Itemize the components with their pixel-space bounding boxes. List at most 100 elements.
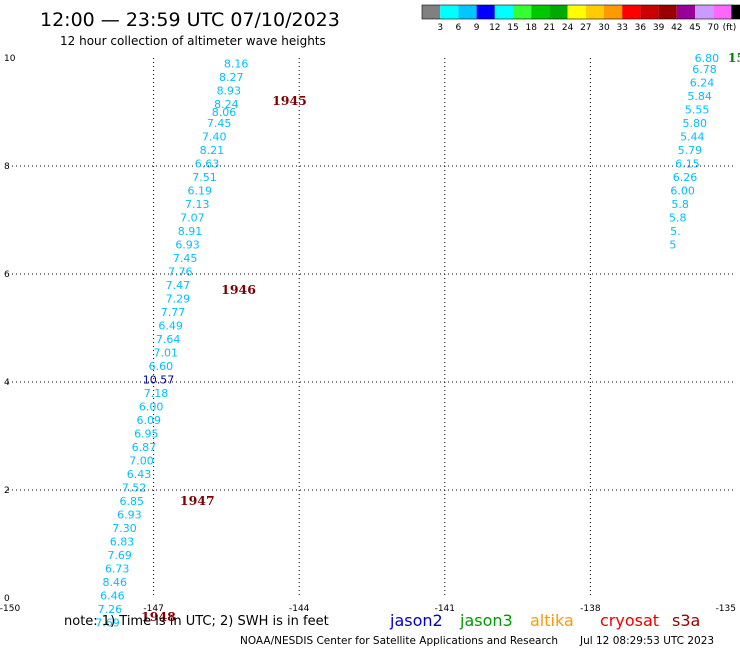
wave-height-label: 7.69 xyxy=(107,549,132,562)
y-tick-label: 8 xyxy=(4,162,10,172)
wave-height-label: 7.47 xyxy=(166,279,191,292)
scale-label: 70 xyxy=(707,23,719,33)
wave-height-label: 5.44 xyxy=(680,130,705,143)
footer-note: note: 1) Time is in UTC; 2) SWH is in fe… xyxy=(64,614,329,629)
chart-title: 12:00 — 23:59 UTC 07/10/2023 xyxy=(40,9,340,31)
wave-height-label: 6.49 xyxy=(158,319,183,332)
wave-height-label: 7.18 xyxy=(144,387,169,400)
footer-timestamp: Jul 12 08:29:53 UTC 2023 xyxy=(579,635,714,647)
scale-bin-15 xyxy=(695,5,714,19)
wave-height-label: 8.24 xyxy=(214,98,239,111)
wave-height-label: 6.73 xyxy=(105,562,130,575)
x-tick-label: -138 xyxy=(580,604,601,614)
x-tick-label: -144 xyxy=(289,604,310,614)
scale-bin-2 xyxy=(458,5,477,19)
scale-bin-4 xyxy=(494,5,513,19)
wave-height-label: 7.52 xyxy=(122,481,147,494)
scale-label: 6 xyxy=(456,23,462,33)
scale-label: 21 xyxy=(544,23,555,33)
scale-label: 45 xyxy=(689,23,700,33)
scale-label: 3 xyxy=(437,23,443,33)
y-tick-label: 2 xyxy=(4,486,10,496)
header: 12:00 — 23:59 UTC 07/10/2023 12 hour col… xyxy=(40,9,340,48)
wave-height-label: 7.30 xyxy=(112,522,137,535)
wave-height-label: 8.27 xyxy=(219,71,244,84)
scale-bin-12 xyxy=(640,5,659,19)
wave-height-label: 7.45 xyxy=(173,252,198,265)
wave-height-label: 7.01 xyxy=(153,346,178,359)
legend-jason2: jason2 xyxy=(389,611,443,630)
scale-label: 33 xyxy=(616,23,627,33)
scale-label: 42 xyxy=(671,23,682,33)
wave-height-label: 5 xyxy=(669,238,676,251)
scale-bin-11 xyxy=(622,5,641,19)
wave-height-label: 8.46 xyxy=(103,576,128,589)
wave-height-label: 6.09 xyxy=(136,414,161,427)
y-tick-label: 0 xyxy=(4,594,10,604)
scale-border xyxy=(421,4,740,20)
y-tick-label: 6 xyxy=(4,270,10,280)
scale-label: 39 xyxy=(653,23,665,33)
chart-subtitle: 12 hour collection of altimeter wave hei… xyxy=(60,34,326,48)
wave-height-label: 5.80 xyxy=(682,117,707,130)
wave-height-label: 8.06 xyxy=(212,106,237,119)
legend-s3a: s3a xyxy=(672,611,700,630)
scale-bin-0 xyxy=(422,5,441,19)
wave-height-label: 6.26 xyxy=(673,171,698,184)
wave-height-label: 6.00 xyxy=(670,184,695,197)
satellite-legend: jason2 jason3 altika cryosat s3a xyxy=(389,611,700,630)
wave-height-label: 7.13 xyxy=(185,198,210,211)
wave-height-label: 7.76 xyxy=(168,265,193,278)
wave-height-label: 7.40 xyxy=(202,130,227,143)
scale-bin-8 xyxy=(567,5,586,19)
scale-label: 12 xyxy=(489,23,500,33)
scale-bin-17 xyxy=(731,5,740,19)
wave-height-label: 6.46 xyxy=(100,589,125,602)
wave-height-label: 5.84 xyxy=(687,90,712,103)
legend-altika: altika xyxy=(530,611,574,630)
axis-ticks: -150 -147 -144 -141 -138 -135 0 2 4 6 8 10 xyxy=(0,54,736,614)
pass-time-label: 1947 xyxy=(180,493,215,508)
legend-cryosat: cryosat xyxy=(600,611,659,630)
wave-height-label: 6.95 xyxy=(134,427,159,440)
pass-time-labels: 19451946194719481501 xyxy=(141,50,740,624)
y-tick-label: 10 xyxy=(4,54,16,64)
color-scale-bar: 3 6 9 12 15 18 21 24 27 30 33 36 39 42 45 70 (ft) xyxy=(421,4,740,33)
scale-label: 27 xyxy=(580,23,591,33)
wave-height-label: 6.60 xyxy=(149,360,174,373)
grid xyxy=(8,58,736,598)
wave-height-label: 7.00 xyxy=(129,454,154,467)
wave-height-label: 5.8 xyxy=(669,211,687,224)
wave-height-label: 7.29 xyxy=(166,292,191,305)
pass-time-label: 1946 xyxy=(221,282,256,297)
scale-label: 15 xyxy=(507,23,518,33)
wave-height-label: 7.26 xyxy=(98,603,123,616)
wave-height-label: 6.24 xyxy=(690,76,715,89)
x-tick-label: -141 xyxy=(435,604,455,614)
legend-jason3: jason3 xyxy=(459,611,513,630)
scale-bin-10 xyxy=(604,5,623,19)
wave-height-label: 5. xyxy=(670,225,681,238)
scale-bin-7 xyxy=(549,5,568,19)
x-tick-label: -150 xyxy=(0,604,20,614)
wave-height-label: 7.07 xyxy=(180,211,205,224)
scale-label: 24 xyxy=(562,23,574,33)
scale-unit: (ft) xyxy=(723,23,737,33)
wave-height-label: 6.93 xyxy=(175,238,200,251)
wave-height-label: 6.63 xyxy=(195,157,220,170)
wave-height-label: 7.45 xyxy=(207,117,232,130)
wave-height-label: 6.93 xyxy=(117,508,142,521)
wave-height-label: 8.91 xyxy=(178,225,203,238)
wave-height-label: 8.21 xyxy=(200,144,225,157)
wave-height-label: 5.79 xyxy=(678,144,703,157)
scale-bin-6 xyxy=(531,5,550,19)
scale-bin-9 xyxy=(585,5,604,19)
x-tick-label: -147 xyxy=(143,604,163,614)
x-tick-label: -135 xyxy=(716,604,736,614)
wave-height-label: 6.78 xyxy=(692,63,717,76)
pass-time-label: 1948 xyxy=(141,609,176,624)
scale-label: 30 xyxy=(598,23,610,33)
wave-height-label: 6.87 xyxy=(132,441,157,454)
wave-height-label: 8.16 xyxy=(224,57,249,70)
